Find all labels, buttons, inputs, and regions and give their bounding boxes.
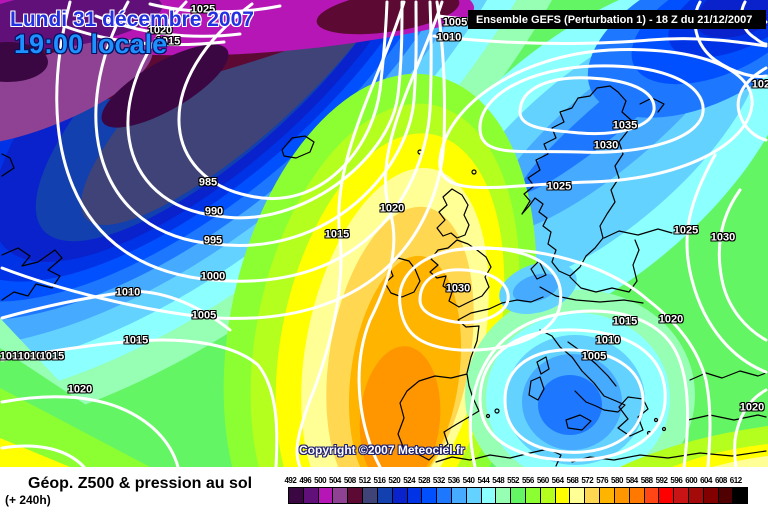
- scale-color-cell: [333, 488, 349, 503]
- scale-color-cell: [540, 488, 556, 503]
- scale-color-cell: [629, 488, 645, 503]
- scale-value: 576: [596, 476, 609, 485]
- weather-map: [0, 0, 768, 467]
- scale-value: 548: [492, 476, 505, 485]
- scale-color-cell: [451, 488, 467, 503]
- scale-value: 520: [388, 476, 401, 485]
- scale-color-cell: [600, 488, 615, 503]
- copyright-text: Copyright ©2007 Meteociel.fr: [299, 443, 465, 457]
- scale-value: 556: [521, 476, 534, 485]
- coastlines: [1, 85, 767, 467]
- scale-color-cell: [466, 488, 482, 503]
- scale-color-cell: [644, 488, 660, 503]
- scale-value: 536: [447, 476, 460, 485]
- scale-color-cell: [526, 488, 541, 503]
- scale-color-cell: [511, 488, 526, 503]
- scale-color-cell: [570, 488, 586, 503]
- scale-value: 592: [655, 476, 668, 485]
- scale-color-cell: [688, 488, 704, 503]
- scale-color-cell: [348, 488, 364, 503]
- scale-color-cell: [496, 488, 512, 503]
- scale-cells: [288, 487, 748, 504]
- scale-numbers: 492 496 500 504 508 512 516 520 524 528 532 536 540 5…: [283, 476, 743, 485]
- scale-value: 604: [700, 476, 712, 485]
- scale-color-cell: [674, 488, 689, 503]
- map-area: 1025 1020 1015 1005 1010 985 990 995 1000 1005 101…: [0, 0, 768, 467]
- scale-value: 580: [611, 476, 623, 485]
- forecast-date: Lundi 31 décembre 2007: [10, 8, 254, 31]
- model-run-banner: Ensemble GEFS (Perturbation 1) - 18 Z du…: [468, 10, 766, 29]
- scale-color-cell: [703, 488, 719, 503]
- scale-color-cell: [377, 488, 393, 503]
- map-title: Géop. Z500 & pression au sol: [28, 475, 253, 492]
- scale-color-cell: [585, 488, 601, 503]
- scale-color-cell: [363, 488, 378, 503]
- scale-value: 544: [477, 476, 490, 485]
- scale-value: 588: [640, 476, 653, 485]
- scale-value: 500: [314, 476, 327, 485]
- scale-value: 584: [625, 476, 638, 485]
- scale-value: 612: [729, 476, 742, 485]
- scale-value: 532: [432, 476, 445, 485]
- scale-color-cell: [555, 488, 571, 503]
- scale-value: 504: [329, 476, 341, 485]
- scale-color-cell: [437, 488, 452, 503]
- scale-value: 572: [581, 476, 594, 485]
- forecast-time: 19:00 locale: [14, 29, 168, 59]
- scale-value: 552: [507, 476, 519, 485]
- scale-value: 560: [536, 476, 549, 485]
- scale-value: 600: [685, 476, 698, 485]
- scale-value: 568: [566, 476, 579, 485]
- footer: Géop. Z500 & pression au sol (+ 240h) 49…: [0, 467, 768, 512]
- scale-color-cell: [303, 488, 319, 503]
- scale-value: 516: [373, 476, 386, 485]
- scale-value: 524: [403, 476, 416, 485]
- scale-color-cell: [407, 488, 423, 503]
- forecast-lead-time: (+ 240h): [5, 493, 51, 507]
- scale-color-cell: [289, 488, 304, 503]
- scale-color-cell: [614, 488, 630, 503]
- scale-value: 508: [343, 476, 356, 485]
- scale-color-cell: [481, 488, 497, 503]
- scale-value: 496: [299, 476, 312, 485]
- scale-value: 608: [714, 476, 727, 485]
- scale-value: 492: [284, 476, 297, 485]
- scale-color-cell: [392, 488, 408, 503]
- z500-color-field: [0, 0, 768, 467]
- scale-color-cell: [659, 488, 675, 503]
- scale-value: 540: [462, 476, 475, 485]
- scale-value: 512: [358, 476, 371, 485]
- isobar-contours: [0, 0, 768, 467]
- scale-color-cell: [318, 488, 334, 503]
- scale-value: 564: [551, 476, 564, 485]
- scale-value: 528: [418, 476, 430, 485]
- scale-color-cell: [422, 488, 438, 503]
- scale-color-cell: [718, 488, 734, 503]
- scale-value: 596: [670, 476, 683, 485]
- scale-color-cell: [733, 488, 748, 503]
